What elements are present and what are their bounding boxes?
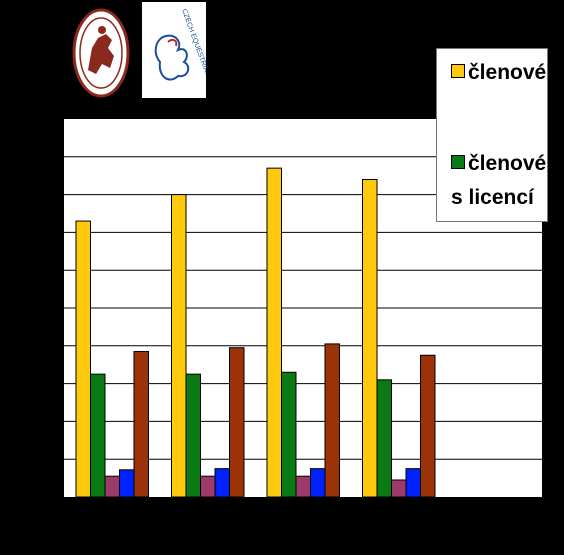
bar bbox=[214, 468, 230, 498]
bar bbox=[119, 469, 135, 498]
bar bbox=[405, 468, 421, 498]
legend-item-licensed: členové s licencí bbox=[451, 147, 547, 215]
bar bbox=[104, 475, 120, 498]
bar bbox=[229, 347, 245, 498]
bar bbox=[376, 379, 392, 498]
bar bbox=[295, 475, 311, 498]
bar bbox=[75, 220, 91, 498]
legend-swatch-licensed bbox=[451, 155, 465, 170]
bar bbox=[266, 167, 282, 498]
bar bbox=[391, 479, 407, 498]
legend-label-licensed: členové s licencí bbox=[451, 152, 547, 209]
bar bbox=[185, 373, 201, 498]
bar bbox=[310, 468, 326, 498]
bar bbox=[90, 373, 106, 498]
bar bbox=[420, 354, 436, 498]
legend-item-members: členové bbox=[451, 61, 546, 85]
bar bbox=[200, 475, 216, 498]
bar bbox=[281, 371, 297, 498]
bar bbox=[171, 194, 187, 498]
bar bbox=[133, 350, 149, 498]
bar bbox=[362, 178, 378, 498]
bar bbox=[324, 343, 340, 498]
horse-rider-seal-icon bbox=[72, 8, 130, 98]
legend-swatch-members bbox=[451, 64, 465, 79]
legend-label-members: členové bbox=[468, 61, 547, 84]
legend: členové členové s licencí bbox=[436, 48, 548, 222]
